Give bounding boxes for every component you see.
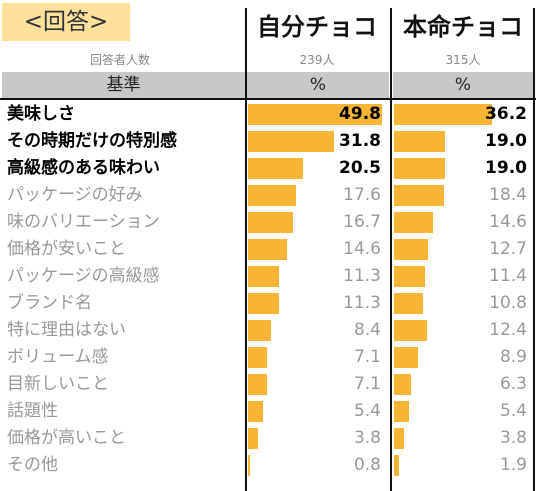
bar-honmei — [394, 239, 429, 260]
value-label-self: 0.8 — [353, 455, 381, 475]
bar-self — [248, 212, 294, 233]
category-label: 価格が安いこと — [7, 239, 126, 259]
column-divider-right — [533, 8, 535, 491]
value-label-self: 31.8 — [339, 131, 381, 151]
value-label-honmei: 11.4 — [489, 266, 527, 286]
bar-honmei — [394, 455, 400, 476]
value-label-honmei: 8.9 — [499, 347, 527, 367]
bar-self — [248, 131, 334, 152]
bar-self — [248, 374, 268, 395]
bar-honmei — [394, 212, 434, 233]
value-label-honmei: 14.6 — [489, 212, 527, 232]
header-underline — [0, 98, 536, 100]
category-label: 美味しさ — [7, 104, 75, 124]
value-label-honmei: 10.8 — [489, 293, 527, 313]
bar-honmei — [394, 374, 411, 395]
value-label-honmei: 5.4 — [499, 401, 527, 421]
value-label-honmei: 18.4 — [489, 185, 527, 205]
header-unit-honmei: % — [393, 72, 533, 98]
bar-self — [248, 320, 271, 341]
header-basis: 基準 — [2, 72, 245, 98]
value-label-self: 11.3 — [343, 266, 381, 286]
category-label: 目新しいこと — [7, 374, 109, 394]
value-label-self: 3.8 — [353, 428, 381, 448]
category-label: 価格が高いこと — [7, 428, 126, 448]
value-label-self: 7.1 — [353, 374, 381, 394]
value-label-self: 8.4 — [353, 320, 381, 340]
category-label: ブランド名 — [7, 293, 92, 313]
category-label: その時期だけの特別感 — [7, 131, 177, 151]
respondents-label: 回答者人数 — [90, 53, 151, 67]
bar-self — [248, 455, 251, 476]
value-label-self: 14.6 — [343, 239, 381, 259]
value-label-honmei: 3.8 — [499, 428, 527, 448]
bar-honmei — [394, 293, 424, 314]
respondents-self: 239人 — [299, 53, 335, 67]
value-label-self: 5.4 — [353, 401, 381, 421]
bar-self — [248, 428, 259, 449]
value-label-honmei: 19.0 — [485, 131, 527, 151]
bar-honmei — [394, 320, 428, 341]
value-label-self: 49.8 — [339, 104, 381, 124]
value-label-self: 16.7 — [343, 212, 381, 232]
value-label-honmei: 36.2 — [485, 104, 527, 124]
category-label: 話題性 — [7, 401, 58, 421]
answer-badge: <回答> — [2, 3, 130, 41]
bar-self — [248, 185, 296, 206]
bar-self — [248, 293, 279, 314]
column-divider-left — [245, 8, 247, 491]
category-label: パッケージの好み — [7, 185, 143, 205]
value-label-self: 7.1 — [353, 347, 381, 367]
value-label-honmei: 12.7 — [489, 239, 527, 259]
bar-self — [248, 239, 288, 260]
bar-honmei — [394, 185, 444, 206]
value-label-self: 11.3 — [343, 293, 381, 313]
category-label: 特に理由はない — [7, 320, 126, 340]
bar-honmei — [394, 401, 409, 422]
category-label: 味のバリエーション — [7, 212, 160, 232]
value-label-honmei: 6.3 — [499, 374, 527, 394]
category-label: ボリューム感 — [7, 347, 109, 367]
series-title-self: 自分チョコ — [257, 13, 377, 41]
value-label-self: 17.6 — [343, 185, 381, 205]
series-title-honmei: 本命チョコ — [403, 13, 523, 41]
value-label-honmei: 1.9 — [499, 455, 527, 475]
bar-self — [248, 347, 268, 368]
column-divider-middle — [390, 8, 392, 491]
bar-self — [248, 401, 263, 422]
category-label: その他 — [7, 455, 58, 475]
bar-self — [248, 158, 304, 179]
value-label-self: 20.5 — [339, 158, 381, 178]
bar-self — [248, 266, 279, 287]
value-label-honmei: 19.0 — [485, 158, 527, 178]
bar-honmei — [394, 104, 492, 125]
bar-honmei — [394, 428, 405, 449]
bar-honmei — [394, 131, 446, 152]
respondents-honmei: 315人 — [445, 53, 481, 67]
bar-honmei — [394, 158, 446, 179]
category-label: 高級感のある味わい — [7, 158, 160, 178]
category-label: パッケージの高級感 — [7, 266, 160, 286]
bar-honmei — [394, 266, 425, 287]
value-label-honmei: 12.4 — [489, 320, 527, 340]
bar-self — [248, 104, 383, 125]
bar-honmei — [394, 347, 419, 368]
header-unit-self: % — [247, 72, 389, 98]
